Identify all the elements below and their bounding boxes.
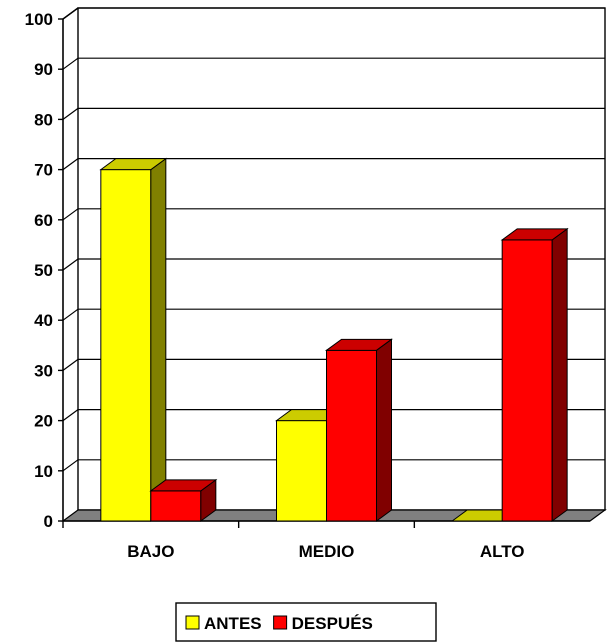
x-tick-label: BAJO	[127, 542, 174, 561]
y-tick-label: 60	[34, 211, 53, 230]
bar-side	[150, 157, 167, 522]
legend-label: DESPUÉS	[292, 614, 373, 633]
x-tick-label: MEDIO	[299, 542, 355, 561]
bar-side	[551, 227, 568, 522]
y-tick-label: 50	[34, 261, 53, 280]
gridline	[62, 57, 605, 70]
y-tick-label: 0	[44, 512, 53, 531]
bar-después-bajo	[149, 478, 218, 522]
bar-top	[324, 338, 394, 351]
y-tick-label: 20	[34, 412, 53, 431]
bar-top	[99, 158, 168, 171]
x-tick-label: ALTO	[480, 542, 525, 561]
legend-item-antes: ANTES	[185, 614, 262, 633]
legend-label: ANTES	[204, 614, 262, 633]
gridline	[62, 459, 605, 472]
bar-antes-bajo	[99, 157, 168, 522]
y-tick-label: 100	[25, 10, 53, 29]
gridline	[62, 308, 605, 321]
bar-front	[150, 490, 202, 522]
bar-después-alto	[500, 227, 569, 522]
y-tick-label: 70	[34, 161, 53, 180]
bar-front	[100, 169, 152, 522]
bar-front	[326, 349, 377, 522]
legend-swatch	[273, 615, 288, 630]
gridline	[62, 7, 605, 20]
gridlines	[62, 7, 605, 472]
y-tick-label: 90	[34, 60, 53, 79]
bar-front	[276, 420, 327, 522]
gridline	[62, 107, 605, 120]
bar-después-medio	[324, 338, 394, 522]
bar-front	[501, 239, 553, 522]
bars	[99, 157, 569, 522]
y-tick-label: 80	[34, 110, 53, 129]
gridline	[62, 208, 605, 221]
y-tick-label: 30	[34, 361, 53, 380]
bar-top	[149, 479, 218, 492]
legend-swatch	[185, 615, 200, 630]
gridline	[62, 358, 605, 371]
gridline	[62, 158, 605, 171]
x-axis-ticks: BAJO MEDIO ALTO	[62, 521, 525, 561]
y-axis-ticks: 0 10 20 30 40 50 60 70 80 90 100	[25, 10, 63, 531]
gridline	[62, 409, 605, 422]
legend-box	[175, 602, 437, 642]
y-tick-label: 40	[34, 311, 53, 330]
y-tick-label: 10	[34, 462, 53, 481]
legend: ANTES DESPUÉS	[175, 602, 437, 642]
legend-item-después: DESPUÉS	[273, 614, 373, 633]
gridline	[62, 258, 605, 271]
bar-top	[500, 228, 569, 241]
bar-side	[376, 338, 392, 522]
